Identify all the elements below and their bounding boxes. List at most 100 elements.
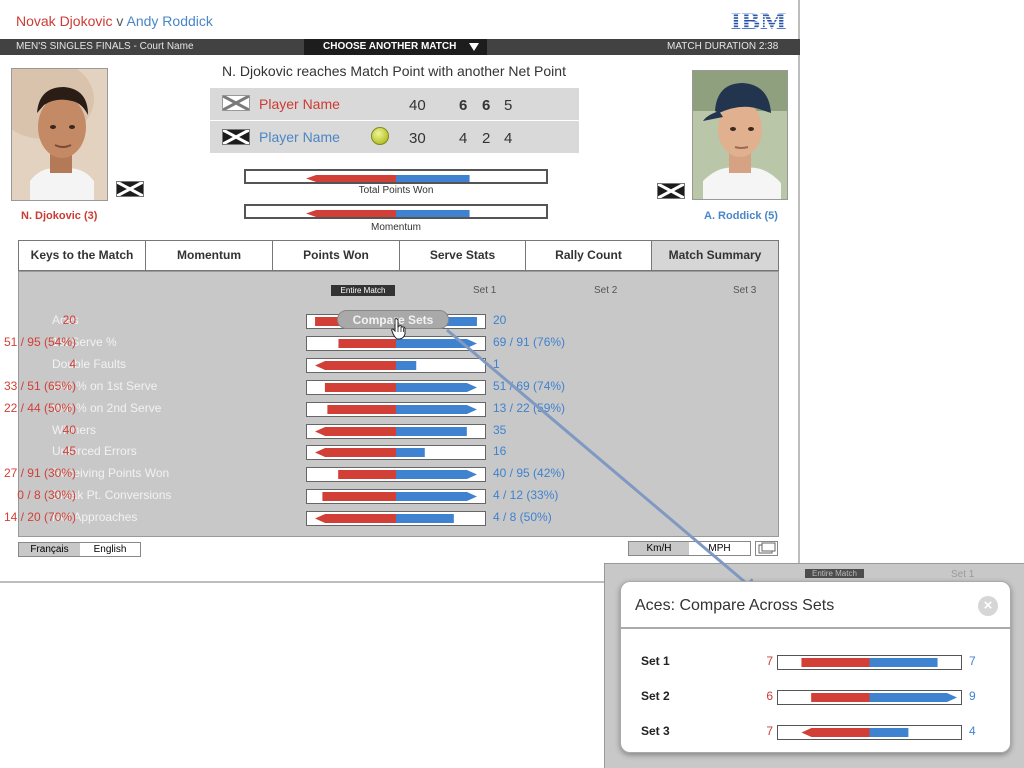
blue-bar-segment bbox=[396, 404, 477, 414]
red-bar-segment bbox=[306, 175, 396, 182]
blue-bar-segment bbox=[396, 210, 470, 217]
blue-bar-segment bbox=[396, 492, 477, 502]
stat-value-player2: 20 bbox=[493, 313, 507, 327]
frame-divider bbox=[0, 581, 800, 583]
stat-label: Win % on 2nd Serve bbox=[52, 400, 162, 415]
popup-value-player2: 4 bbox=[969, 724, 976, 738]
top-bar: MEN'S SINGLES FINALS - Court Name CHOOSE… bbox=[0, 39, 800, 55]
red-bar-segment bbox=[322, 492, 396, 502]
stat-value-player1: 51 / 95 (54%) bbox=[3, 334, 76, 349]
red-bar-segment bbox=[338, 338, 396, 348]
set-tab-set-3[interactable]: Set 3 bbox=[733, 285, 757, 296]
expand-window-icon[interactable] bbox=[755, 541, 778, 556]
close-icon[interactable]: × bbox=[978, 596, 998, 616]
dropdown-arrow-icon bbox=[469, 43, 479, 51]
units-mph[interactable]: MPH bbox=[689, 542, 750, 555]
total-points-bar bbox=[244, 169, 548, 184]
stat-comparison-bar bbox=[306, 379, 486, 395]
red-bar-segment bbox=[801, 728, 870, 737]
set-tab-set-1[interactable]: Set 1 bbox=[473, 285, 497, 296]
score-point: 40 bbox=[409, 97, 426, 114]
popup-divider bbox=[621, 627, 1010, 629]
language-english[interactable]: English bbox=[80, 543, 140, 556]
blue-bar-segment bbox=[396, 448, 425, 458]
red-bar-segment bbox=[315, 360, 396, 370]
stat-value-player2: 40 / 95 (42%) bbox=[493, 466, 566, 481]
tab-match-summary[interactable]: Match Summary bbox=[652, 241, 778, 270]
popup-value-player2: 9 bbox=[969, 689, 976, 703]
stat-value-player1: 22 / 44 (50%) bbox=[3, 400, 76, 415]
compare-sets-button[interactable]: Compare Sets bbox=[337, 310, 449, 329]
red-bar-segment bbox=[338, 470, 396, 480]
stat-value-player1: 20 bbox=[62, 313, 76, 327]
popup-comparison-bar bbox=[777, 690, 962, 705]
red-bar-segment bbox=[306, 210, 396, 217]
score-set: 6 bbox=[482, 97, 491, 114]
score-set: 6 bbox=[459, 97, 468, 114]
scoreboard-divider bbox=[210, 120, 579, 121]
popup-set-label: Set 2 bbox=[641, 689, 670, 703]
match-title: Novak Djokovic v Andy Roddick bbox=[16, 13, 213, 29]
stat-value-player2: 4 / 12 (33%) bbox=[493, 488, 559, 503]
player1-caption: N. Djokovic (3) bbox=[21, 210, 98, 222]
compare-sets-popup: Aces: Compare Across Sets × Set 1 7 7 Set 2… bbox=[620, 581, 1011, 753]
event-label: MEN'S SINGLES FINALS - Court Name bbox=[16, 41, 194, 52]
blue-bar-segment bbox=[396, 175, 470, 182]
stat-value-player1: 4 bbox=[69, 356, 76, 371]
scoreboard: Player Name 40 6 6 5 Player Name 30 4 2 … bbox=[210, 88, 579, 153]
popup-value-player2: 7 bbox=[969, 654, 976, 668]
scotland-flag-icon bbox=[116, 181, 144, 197]
score-player-name: Player Name bbox=[259, 96, 340, 112]
player2-caption: A. Roddick (5) bbox=[704, 210, 778, 222]
tab-keys-to-the-match[interactable]: Keys to the Match bbox=[19, 241, 146, 270]
red-bar-segment bbox=[327, 404, 396, 414]
stat-comparison-bar bbox=[306, 511, 486, 527]
red-bar-segment bbox=[324, 382, 396, 392]
score-set: 2 bbox=[482, 130, 491, 147]
stat-label: 1st Serve % bbox=[52, 334, 117, 349]
score-set: 4 bbox=[459, 130, 468, 147]
language-french[interactable]: Français bbox=[19, 543, 80, 556]
stat-label: Net Approaches bbox=[52, 510, 138, 525]
tab-momentum[interactable]: Momentum bbox=[146, 241, 273, 270]
red-bar-segment bbox=[315, 448, 396, 458]
stat-value-player2: 35 bbox=[493, 422, 507, 437]
stat-value-player1: 33 / 51 (65%) bbox=[3, 378, 76, 393]
popup-value-player1: 7 bbox=[766, 654, 773, 668]
choose-match-dropdown[interactable]: CHOOSE ANOTHER MATCH bbox=[304, 39, 487, 55]
momentum-bar bbox=[244, 204, 548, 219]
score-point: 30 bbox=[409, 130, 426, 147]
stat-label: Break Pt. Conversions bbox=[52, 488, 172, 503]
hand-pointer-icon bbox=[391, 318, 406, 340]
stat-comparison-bar bbox=[306, 489, 486, 505]
set-tab-entire-match[interactable]: Entire Match bbox=[331, 285, 395, 296]
stats-tabs: Keys to the Match Momentum Points Won Se… bbox=[18, 240, 779, 271]
scotland-flag-icon bbox=[222, 129, 250, 145]
set-tab-set-2[interactable]: Set 2 bbox=[594, 285, 618, 296]
tab-serve-stats[interactable]: Serve Stats bbox=[400, 241, 526, 270]
score-set: 5 bbox=[504, 97, 513, 114]
stat-value-player1: 0 / 8 (30%) bbox=[17, 488, 76, 503]
tab-rally-count[interactable]: Rally Count bbox=[526, 241, 652, 270]
stat-comparison-bar bbox=[306, 467, 486, 483]
tab-points-won[interactable]: Points Won bbox=[273, 241, 400, 270]
units-kmh[interactable]: Km/H bbox=[629, 542, 689, 555]
language-toggle: Français English bbox=[18, 542, 141, 557]
stat-comparison-bar bbox=[306, 445, 486, 461]
blue-bar-segment bbox=[869, 693, 957, 702]
stat-value-player2: 1 bbox=[493, 356, 500, 371]
red-bar-segment bbox=[801, 658, 870, 667]
blue-bar-segment bbox=[396, 382, 477, 392]
stat-value-player2: 13 / 22 (59%) bbox=[493, 400, 566, 415]
popup-comparison-bar bbox=[777, 725, 962, 740]
ibm-logo: IBM bbox=[731, 9, 787, 31]
blue-bar-segment bbox=[869, 728, 909, 737]
popup-value-player1: 6 bbox=[766, 689, 773, 703]
blue-bar-segment bbox=[869, 658, 938, 667]
ghost-set-tab: Entire Match bbox=[805, 569, 864, 578]
player1-photo bbox=[11, 68, 108, 201]
tennis-ball-icon bbox=[371, 127, 389, 145]
stat-value-player1: 40 bbox=[62, 422, 76, 437]
stat-label: Aces bbox=[52, 313, 79, 327]
